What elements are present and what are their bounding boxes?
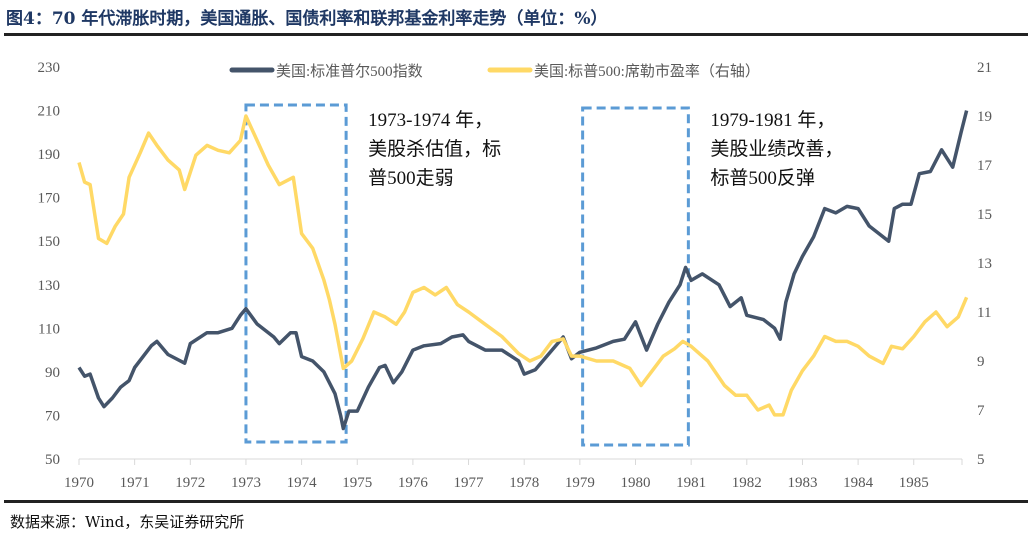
series-line-shiller-pe bbox=[77, 114, 969, 417]
series-line-sp500 bbox=[77, 110, 969, 431]
x-tick-label: 1984 bbox=[843, 475, 874, 491]
y-left-tick-label: 190 bbox=[38, 147, 61, 163]
y-left-tick-label: 130 bbox=[38, 278, 61, 294]
y-right-tick-label: 9 bbox=[977, 354, 985, 370]
y-right-tick-label: 17 bbox=[977, 158, 993, 174]
bottom-rule bbox=[4, 500, 1028, 503]
y-left-tick-label: 210 bbox=[38, 104, 61, 120]
y-right-tick-label: 11 bbox=[977, 305, 991, 321]
x-tick-label: 1982 bbox=[732, 475, 762, 491]
y-left-tick-label: 110 bbox=[38, 321, 60, 337]
annotation-text: 1973-1974 年， bbox=[368, 109, 493, 131]
y-left-tick-label: 230 bbox=[38, 60, 61, 76]
y-right-tick-label: 13 bbox=[977, 256, 992, 272]
y-right-tick-label: 19 bbox=[977, 109, 992, 125]
y-right-tick-label: 5 bbox=[977, 452, 985, 468]
x-tick-label: 1973 bbox=[231, 475, 261, 491]
y-left-tick-label: 170 bbox=[38, 191, 61, 207]
annotation-box bbox=[244, 103, 348, 444]
y-left-tick-label: 50 bbox=[45, 452, 60, 468]
legend-label-shiller-pe: 美国:标普500:席勒市盈率（右轴） bbox=[534, 63, 760, 80]
x-tick-label: 1978 bbox=[509, 475, 539, 491]
y-left-tick-label: 90 bbox=[45, 365, 60, 381]
x-tick-label: 1985 bbox=[899, 475, 929, 491]
x-tick-label: 1980 bbox=[621, 475, 651, 491]
annotation-text: 1979-1981 年， bbox=[710, 109, 835, 131]
source-note: 数据来源：Wind，东吴证券研究所 bbox=[10, 513, 245, 531]
x-tick-label: 1975 bbox=[342, 475, 372, 491]
x-tick-label: 1981 bbox=[676, 475, 706, 491]
top-rule bbox=[4, 33, 1028, 36]
x-tick-label: 1983 bbox=[787, 475, 817, 491]
x-tick-label: 1972 bbox=[175, 475, 205, 491]
x-tick-label: 1979 bbox=[565, 475, 595, 491]
y-left-tick-label: 150 bbox=[38, 234, 61, 250]
annotation-text: 普500走弱 bbox=[368, 167, 454, 189]
legend-label-sp500: 美国:标准普尔500指数 bbox=[276, 63, 423, 80]
x-tick-label: 1970 bbox=[64, 475, 94, 491]
x-tick-label: 1976 bbox=[398, 475, 429, 491]
y-right-tick-label: 15 bbox=[977, 207, 992, 223]
y-left-tick-label: 70 bbox=[45, 408, 60, 424]
annotation-text: 美股杀估值，标 bbox=[368, 138, 501, 160]
annotation-box bbox=[581, 106, 690, 447]
y-right-tick-label: 7 bbox=[977, 403, 985, 419]
annotation-text: 美股业绩改善， bbox=[710, 138, 843, 160]
x-tick-label: 1977 bbox=[454, 475, 485, 491]
y-right-tick-label: 21 bbox=[977, 60, 992, 76]
annotation-text: 标普500反弹 bbox=[710, 167, 815, 189]
x-tick-label: 1971 bbox=[120, 475, 150, 491]
figure-title: 图4：70 年代滞胀时期，美国通胀、国债利率和联邦基金利率走势（单位：%） bbox=[6, 9, 608, 29]
x-tick-label: 1974 bbox=[287, 475, 318, 491]
